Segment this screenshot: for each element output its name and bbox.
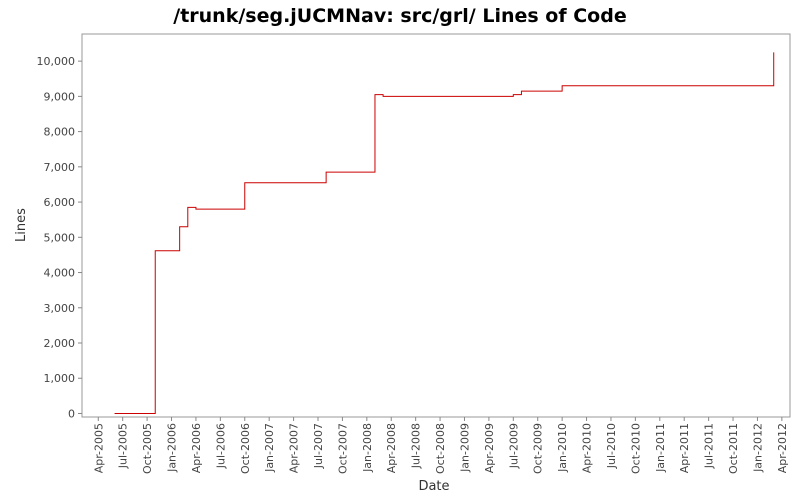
y-tick-label: 10,000 xyxy=(37,55,76,68)
x-tick-label: Jan-2011 xyxy=(654,423,667,473)
x-tick-label: Apr-2012 xyxy=(776,423,789,473)
x-tick-label: Apr-2005 xyxy=(92,423,105,473)
x-tick-label: Jul-2009 xyxy=(507,423,520,469)
x-tick-label: Oct-2011 xyxy=(727,423,740,474)
y-tick-label: 6,000 xyxy=(44,196,76,209)
y-tick-label: 2,000 xyxy=(44,337,76,350)
x-tick-label: Oct-2010 xyxy=(629,423,642,474)
chart-title: /trunk/seg.jUCMNav: src/grl/ Lines of Co… xyxy=(173,5,626,27)
y-axis-label: Lines xyxy=(14,208,29,242)
y-tick-label: 0 xyxy=(68,407,75,420)
x-tick-label: Jan-2007 xyxy=(263,423,276,473)
x-tick-label: Oct-2008 xyxy=(434,423,447,474)
x-tick-label: Jan-2006 xyxy=(166,423,179,473)
x-tick-label: Apr-2010 xyxy=(581,423,594,473)
x-tick-label: Jul-2010 xyxy=(605,423,618,469)
x-tick-label: Oct-2009 xyxy=(532,423,545,474)
data-line xyxy=(114,52,775,414)
x-tick-label: Jan-2010 xyxy=(556,423,569,473)
x-tick-label: Apr-2006 xyxy=(190,423,203,473)
x-tick-label: Apr-2011 xyxy=(678,423,691,473)
x-tick-label: Jan-2009 xyxy=(458,423,471,473)
x-tick-label: Jul-2008 xyxy=(410,423,423,469)
x-tick-label: Jul-2005 xyxy=(117,423,130,469)
x-tick-label: Jan-2012 xyxy=(751,423,764,473)
y-tick-label: 5,000 xyxy=(44,231,76,244)
x-tick-label: Jul-2011 xyxy=(703,423,716,469)
x-tick-label: Oct-2006 xyxy=(239,423,252,474)
x-tick-label: Oct-2007 xyxy=(336,423,349,474)
plot-area xyxy=(81,33,791,418)
x-tick-label: Jul-2006 xyxy=(214,423,227,469)
y-tick-label: 3,000 xyxy=(44,302,76,315)
y-tick-label: 8,000 xyxy=(44,126,76,139)
x-tick-label: Jul-2007 xyxy=(312,423,325,469)
y-tick-label: 9,000 xyxy=(44,90,76,103)
x-axis-label: Date xyxy=(418,479,449,494)
x-tick-label: Apr-2009 xyxy=(483,423,496,473)
x-tick-label: Apr-2007 xyxy=(288,423,301,473)
x-tick-label: Jan-2008 xyxy=(361,423,374,473)
y-tick-label: 7,000 xyxy=(44,161,76,174)
y-tick-label: 1,000 xyxy=(44,372,76,385)
x-tick-label: Apr-2008 xyxy=(385,423,398,473)
y-tick-label: 4,000 xyxy=(44,267,76,280)
x-tick-label: Oct-2005 xyxy=(141,423,154,474)
